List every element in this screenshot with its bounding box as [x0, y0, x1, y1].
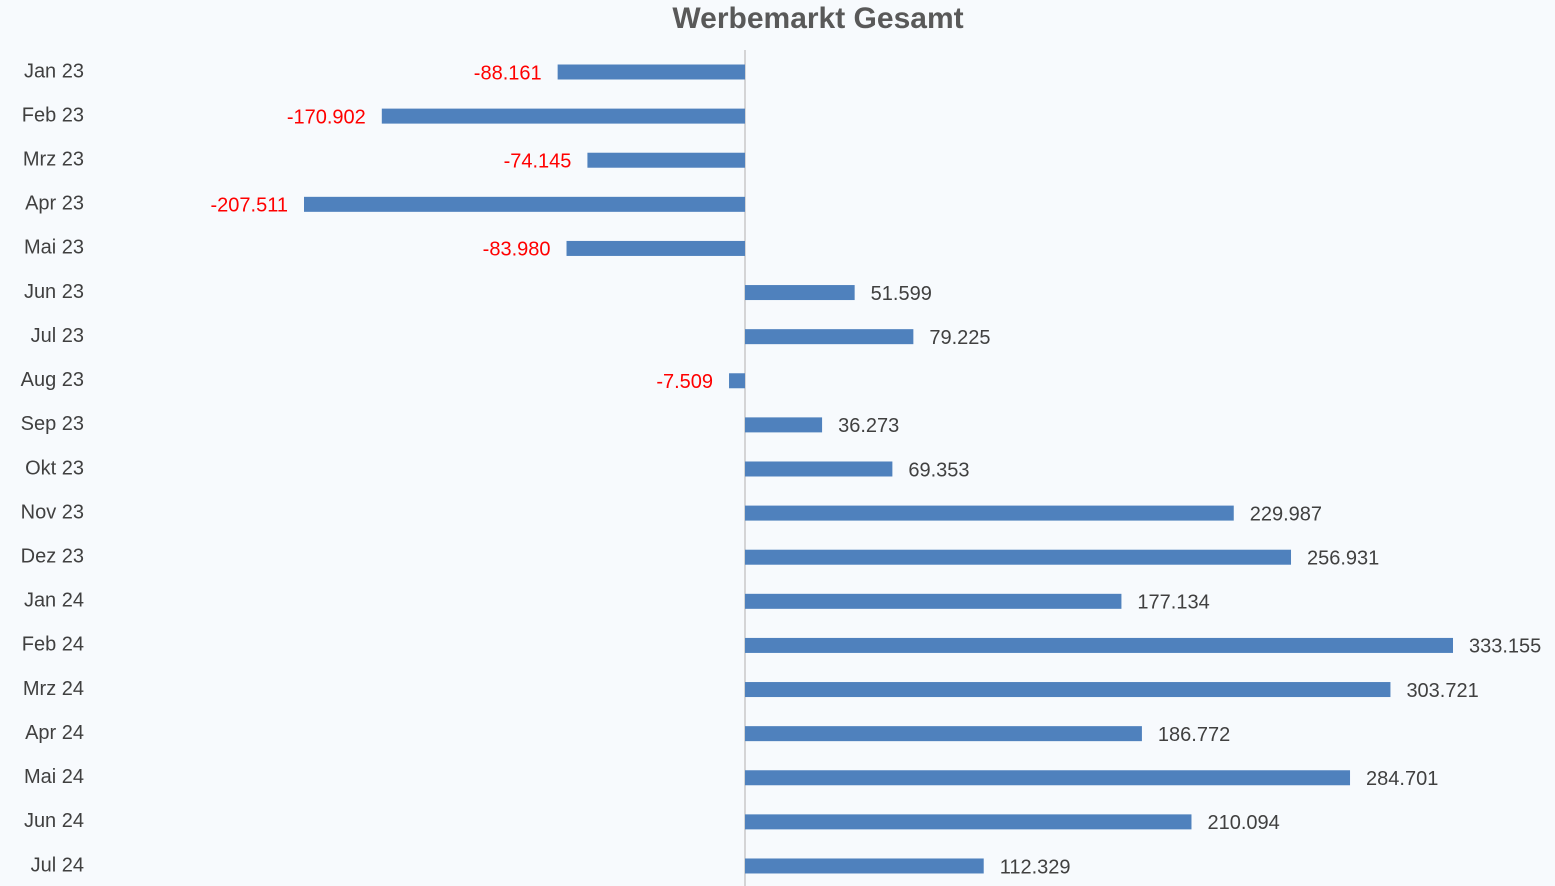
bar	[729, 373, 745, 389]
y-tick-label: Jan 23	[24, 60, 84, 82]
y-tick-label: Apr 24	[25, 722, 84, 744]
value-label: 79.225	[929, 327, 990, 349]
value-label: -88.161	[474, 62, 542, 84]
value-label: 177.134	[1137, 592, 1209, 614]
bar	[744, 770, 1351, 786]
y-tick-label: Jun 23	[24, 281, 84, 303]
value-label: 256.931	[1307, 547, 1379, 569]
bar	[304, 196, 745, 212]
y-tick-label: Aug 23	[21, 369, 84, 391]
bar	[587, 152, 745, 168]
value-label: -83.980	[483, 239, 551, 261]
y-tick-label: Apr 23	[25, 193, 84, 215]
y-tick-label: Jul 24	[31, 854, 84, 876]
value-label: 303.721	[1406, 680, 1478, 702]
value-label: 210.094	[1207, 812, 1279, 834]
bar	[744, 637, 1453, 653]
y-tick-label: Okt 23	[25, 457, 84, 479]
bar	[566, 240, 745, 256]
value-label: 284.701	[1366, 768, 1438, 790]
value-label: 112.329	[1000, 856, 1071, 878]
bar	[744, 682, 1391, 698]
value-label: 69.353	[908, 459, 969, 481]
y-tick-label: Mrz 23	[23, 149, 84, 171]
bar	[744, 858, 984, 874]
y-tick-label: Mai 24	[24, 766, 84, 788]
y-tick-label: Jun 24	[24, 810, 84, 832]
bar	[744, 549, 1292, 565]
y-tick-label: Dez 23	[21, 545, 84, 567]
bar	[744, 814, 1192, 830]
value-label: 36.273	[838, 415, 899, 437]
bar	[744, 417, 823, 433]
value-label: -74.145	[504, 151, 572, 173]
value-label: 51.599	[871, 283, 932, 305]
y-tick-label: Jul 23	[31, 325, 84, 347]
y-tick-label: Feb 24	[22, 634, 84, 656]
y-tick-label: Feb 23	[22, 104, 84, 126]
bar	[744, 593, 1122, 609]
bar	[557, 64, 745, 80]
value-label: 333.155	[1469, 636, 1541, 658]
bar	[744, 505, 1234, 521]
value-label: 186.772	[1158, 724, 1230, 746]
bar	[381, 108, 745, 124]
y-tick-label: Nov 23	[21, 501, 84, 523]
value-label: -207.511	[211, 195, 288, 217]
y-tick-label: Mrz 24	[23, 678, 84, 700]
bar	[744, 461, 893, 477]
value-label: -7.509	[656, 371, 713, 393]
chart-title: Werbemarkt Gesamt	[672, 2, 963, 35]
bar	[744, 285, 855, 301]
value-label: -170.902	[287, 106, 366, 128]
y-tick-label: Sep 23	[21, 413, 84, 435]
value-label: 229.987	[1250, 503, 1322, 525]
bar	[744, 329, 914, 345]
bar	[744, 726, 1142, 742]
y-tick-label: Mai 23	[24, 237, 84, 259]
y-tick-label: Jan 24	[24, 590, 84, 612]
